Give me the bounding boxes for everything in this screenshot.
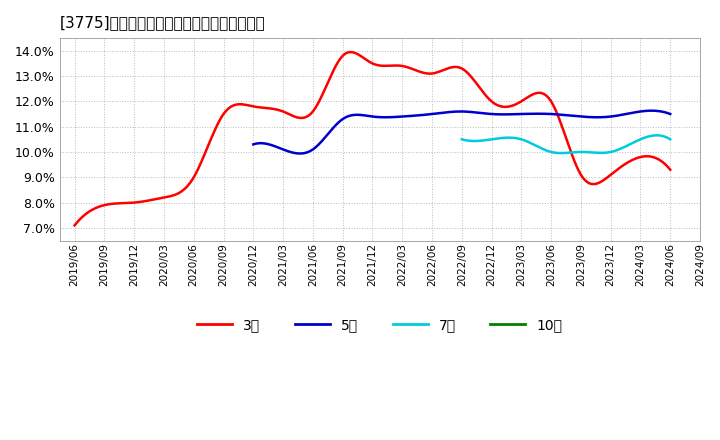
7年 <box>666 137 675 142</box>
7年 <box>647 133 656 139</box>
3年 <box>666 167 675 172</box>
5年 <box>498 112 507 117</box>
Line: 7年: 7年 <box>462 136 670 153</box>
7年 <box>582 150 590 155</box>
3年 <box>612 168 621 173</box>
3年 <box>427 71 436 76</box>
Legend: 3年, 5年, 7年, 10年: 3年, 5年, 7年, 10年 <box>192 312 568 337</box>
5年 <box>505 112 514 117</box>
7年 <box>557 150 566 156</box>
7年 <box>652 133 661 138</box>
5年 <box>251 141 259 147</box>
7年 <box>586 150 595 155</box>
Line: 5年: 5年 <box>253 111 670 154</box>
7年 <box>458 137 467 142</box>
3年 <box>425 71 433 76</box>
3年 <box>347 49 356 55</box>
3年 <box>575 168 583 173</box>
5年 <box>648 108 657 114</box>
3年 <box>71 223 79 228</box>
Line: 3年: 3年 <box>75 52 670 225</box>
5年 <box>498 112 506 117</box>
5年 <box>295 151 304 156</box>
3年 <box>437 68 446 73</box>
7年 <box>634 138 642 143</box>
5年 <box>249 142 258 147</box>
7年 <box>582 150 591 155</box>
Text: [3775]　経常利益マージンの標準偏差の推移: [3775] 経常利益マージンの標準偏差の推移 <box>60 15 266 30</box>
5年 <box>629 110 637 115</box>
7年 <box>457 137 466 142</box>
5年 <box>666 111 675 117</box>
3年 <box>72 220 81 226</box>
5年 <box>602 114 611 120</box>
